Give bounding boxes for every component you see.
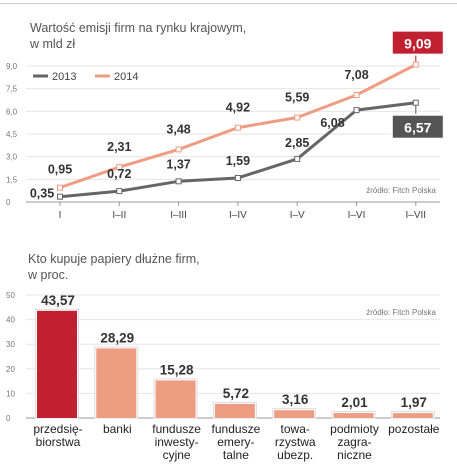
y-tick-label: 4,5 <box>6 130 18 139</box>
bar-category-label: biorstwa <box>36 435 81 449</box>
y-tick-label: 9,0 <box>6 62 18 71</box>
bar <box>96 348 137 418</box>
x-tick-label: I–VI <box>348 210 366 221</box>
legend-label-2013: 2013 <box>52 71 76 83</box>
data-point-2014 <box>412 61 419 68</box>
y-tick-label: 0 <box>6 198 11 207</box>
bar-y-tick-label: 30 <box>6 340 15 349</box>
line-chart-title: Wartość emisji firm na rynku krajowym, w… <box>30 20 246 52</box>
data-label-2014: 7,08 <box>344 68 368 82</box>
x-tick-label: I–VII <box>406 210 427 221</box>
x-tick-label: I–II <box>112 210 126 221</box>
data-label-2013: 1,59 <box>226 154 250 168</box>
data-point-2014 <box>57 184 63 191</box>
bar-value-label: 43,57 <box>41 293 75 308</box>
data-label-2013: 0,72 <box>107 167 131 181</box>
y-tick-label: 1,5 <box>6 175 18 184</box>
line-chart-source: źródło: Fitch Polska <box>366 186 436 195</box>
bar-value-label: 15,28 <box>160 362 194 377</box>
data-point-2013 <box>234 174 241 181</box>
bar <box>333 413 374 418</box>
line-chart: 0 1,5 3,0 4,5 6,0 7,5 9,0 I I–II I–III I–IV I–V I–VI… <box>6 29 445 221</box>
highlight-value-2014: 9,09 <box>404 36 431 52</box>
bar-y-tick-label: 0 <box>6 414 11 423</box>
bar-category-label: podmioty <box>330 422 379 436</box>
data-label-2014: 3,48 <box>166 122 190 136</box>
bar-value-label: 5,72 <box>223 386 249 401</box>
bar <box>274 410 315 418</box>
bar-y-tick-label: 20 <box>6 365 15 374</box>
line-chart-subtitle: w mld zł <box>30 37 76 51</box>
highlight-box-2013 <box>390 113 445 140</box>
highlight-value-2013: 6,57 <box>404 120 431 136</box>
legend-label-2014: 2014 <box>114 71 138 83</box>
bar-value-label: 3,16 <box>282 392 309 407</box>
data-point-2013 <box>294 155 301 162</box>
bar-category-label: rzystwa <box>275 435 316 449</box>
x-tick-label: I–III <box>170 210 187 221</box>
data-point-2014 <box>294 114 301 121</box>
data-label-2013: 1,37 <box>166 157 190 171</box>
bar-y-tick-label: 40 <box>6 316 15 325</box>
bar-category-label: talne <box>223 448 249 462</box>
bar-category-label: ubezp. <box>277 448 313 462</box>
data-label-2013: 0,35 <box>30 187 54 201</box>
data-point-2013 <box>175 178 182 185</box>
y-tick-label: 7,5 <box>6 85 18 94</box>
data-label-2013: 2,85 <box>285 136 309 150</box>
bar-y-tick-label: 10 <box>6 389 15 398</box>
bar-category-label: inwesty- <box>155 435 199 449</box>
data-point-2014 <box>353 92 360 99</box>
bar-chart-title-text: Kto kupuje papiery dłużne firm, <box>28 252 200 266</box>
bar-chart-title: Kto kupuje papiery dłużne firm, w proc. <box>28 251 200 283</box>
bar-category-label: przedsię- <box>33 422 82 436</box>
bar-category-label: towa- <box>281 422 310 436</box>
x-tick-label: I–IV <box>229 210 247 221</box>
x-tick-label: I–V <box>290 210 305 221</box>
y-tick-label: 6,0 <box>6 107 18 116</box>
data-label-2014: 2,31 <box>107 140 131 154</box>
bar <box>214 403 255 418</box>
top-rule <box>0 3 457 4</box>
bar-category-label: cyjne <box>163 448 191 462</box>
y-tick-label: 3,0 <box>6 153 18 162</box>
bar-chart-source: źródło: Fitch Polska <box>366 308 436 317</box>
bar-category-label: fundusze <box>152 422 201 436</box>
data-point-2013 <box>353 107 360 114</box>
bar-value-label: 2,01 <box>341 395 368 410</box>
data-point-2014 <box>175 146 182 153</box>
bar <box>37 310 77 418</box>
data-point-2013 <box>116 188 123 195</box>
highlight-box-2014 <box>390 29 445 56</box>
data-label-2013: 6,08 <box>320 116 344 130</box>
bar-value-label: 1,97 <box>401 395 427 410</box>
line-chart-title-text: Wartość emisji firm na rynku krajowym, <box>30 21 247 35</box>
data-point-2013 <box>412 99 419 106</box>
data-point-2013 <box>57 193 63 200</box>
data-point-2014 <box>234 124 241 131</box>
bar-value-label: 28,29 <box>100 330 134 345</box>
bar-category-label: zagra- <box>337 435 371 449</box>
data-label-2014: 4,92 <box>226 101 250 115</box>
x-tick-label: I <box>59 210 62 221</box>
bar-category-label: fundusze <box>212 422 261 436</box>
data-point-2014 <box>116 164 123 171</box>
data-label-2014: 5,59 <box>285 91 309 105</box>
bar <box>155 380 196 418</box>
bar-category-label: pozostałe <box>388 422 440 436</box>
bar-category-label: emery- <box>217 435 254 449</box>
bar <box>392 413 433 418</box>
bar-y-tick-label: 50 <box>6 291 15 300</box>
bar-category-label: niczne <box>337 448 372 462</box>
bar-category-label: banki <box>103 422 132 436</box>
data-label-2014: 0,95 <box>48 163 72 177</box>
bar-chart-subtitle: w proc. <box>28 268 69 282</box>
